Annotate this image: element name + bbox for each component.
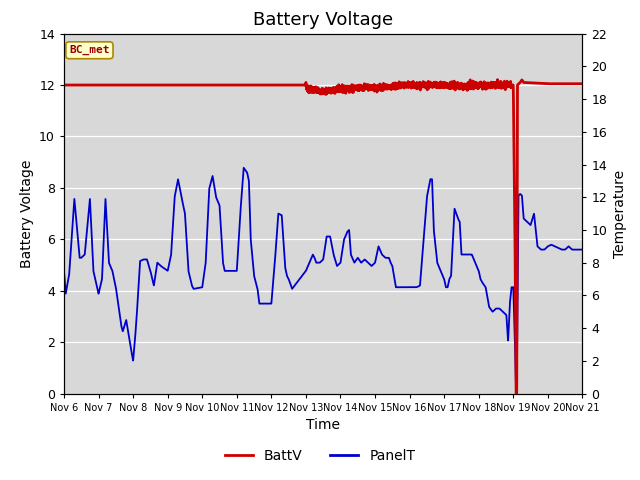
X-axis label: Time: Time bbox=[306, 418, 340, 432]
Text: BC_met: BC_met bbox=[69, 45, 109, 55]
Y-axis label: Temperature: Temperature bbox=[613, 169, 627, 258]
Legend: BattV, PanelT: BattV, PanelT bbox=[220, 443, 420, 468]
Y-axis label: Battery Voltage: Battery Voltage bbox=[20, 159, 33, 268]
Title: Battery Voltage: Battery Voltage bbox=[253, 11, 393, 29]
